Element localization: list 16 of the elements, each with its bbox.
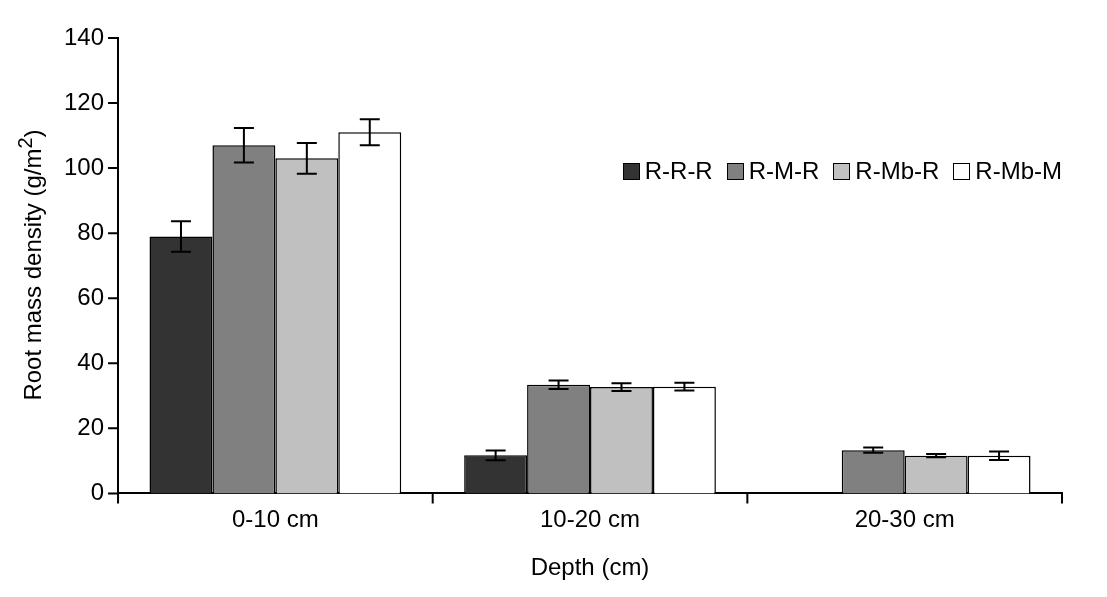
legend-label: R-Mb-R [855,157,940,185]
legend-label: R-R-R [644,157,713,185]
x-tick-label: 0-10 cm [232,505,319,533]
y-tick-label: 60 [77,282,105,310]
y-tick-label: 100 [64,152,105,180]
legend-label: R-M-R [748,157,820,185]
x-axis-title: Depth (cm) [530,553,650,581]
legend-label: R-Mb-M [975,157,1062,185]
y-tick-label: 40 [77,347,105,375]
y-tick-label: 120 [64,87,105,115]
y-tick-label: 20 [77,412,105,440]
y-tick-label: 140 [64,22,105,50]
x-tick-label: 20-30 cm [854,505,955,533]
y-tick-label: 80 [77,217,105,245]
x-tick-label: 10-20 cm [540,505,641,533]
y-tick-label: 0 [90,478,105,506]
